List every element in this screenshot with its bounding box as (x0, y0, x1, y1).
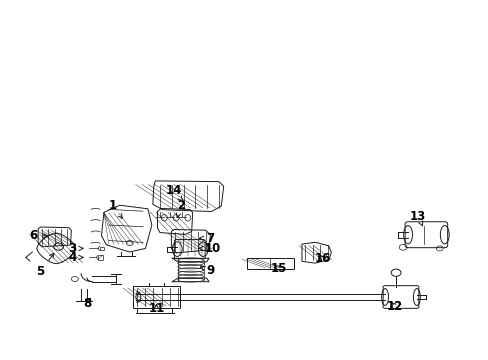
Text: 3: 3 (68, 242, 83, 255)
Text: 6: 6 (29, 229, 47, 242)
Text: 4: 4 (68, 251, 83, 264)
Bar (133, 286, 180, 308)
Text: 11: 11 (148, 302, 164, 315)
Text: 5: 5 (36, 253, 54, 278)
Text: 14: 14 (165, 184, 183, 201)
Bar (98, 255, 102, 260)
Text: 15: 15 (270, 262, 286, 275)
Text: 7: 7 (199, 232, 214, 245)
Text: 13: 13 (409, 210, 426, 226)
Text: 8: 8 (83, 297, 91, 310)
Text: 16: 16 (314, 252, 330, 265)
Text: 1: 1 (108, 199, 122, 218)
Text: 10: 10 (199, 242, 221, 255)
Text: 9: 9 (200, 264, 214, 277)
Text: 12: 12 (386, 300, 403, 313)
Bar (247, 258, 293, 269)
Bar (100, 247, 103, 250)
Text: 2: 2 (176, 199, 184, 218)
